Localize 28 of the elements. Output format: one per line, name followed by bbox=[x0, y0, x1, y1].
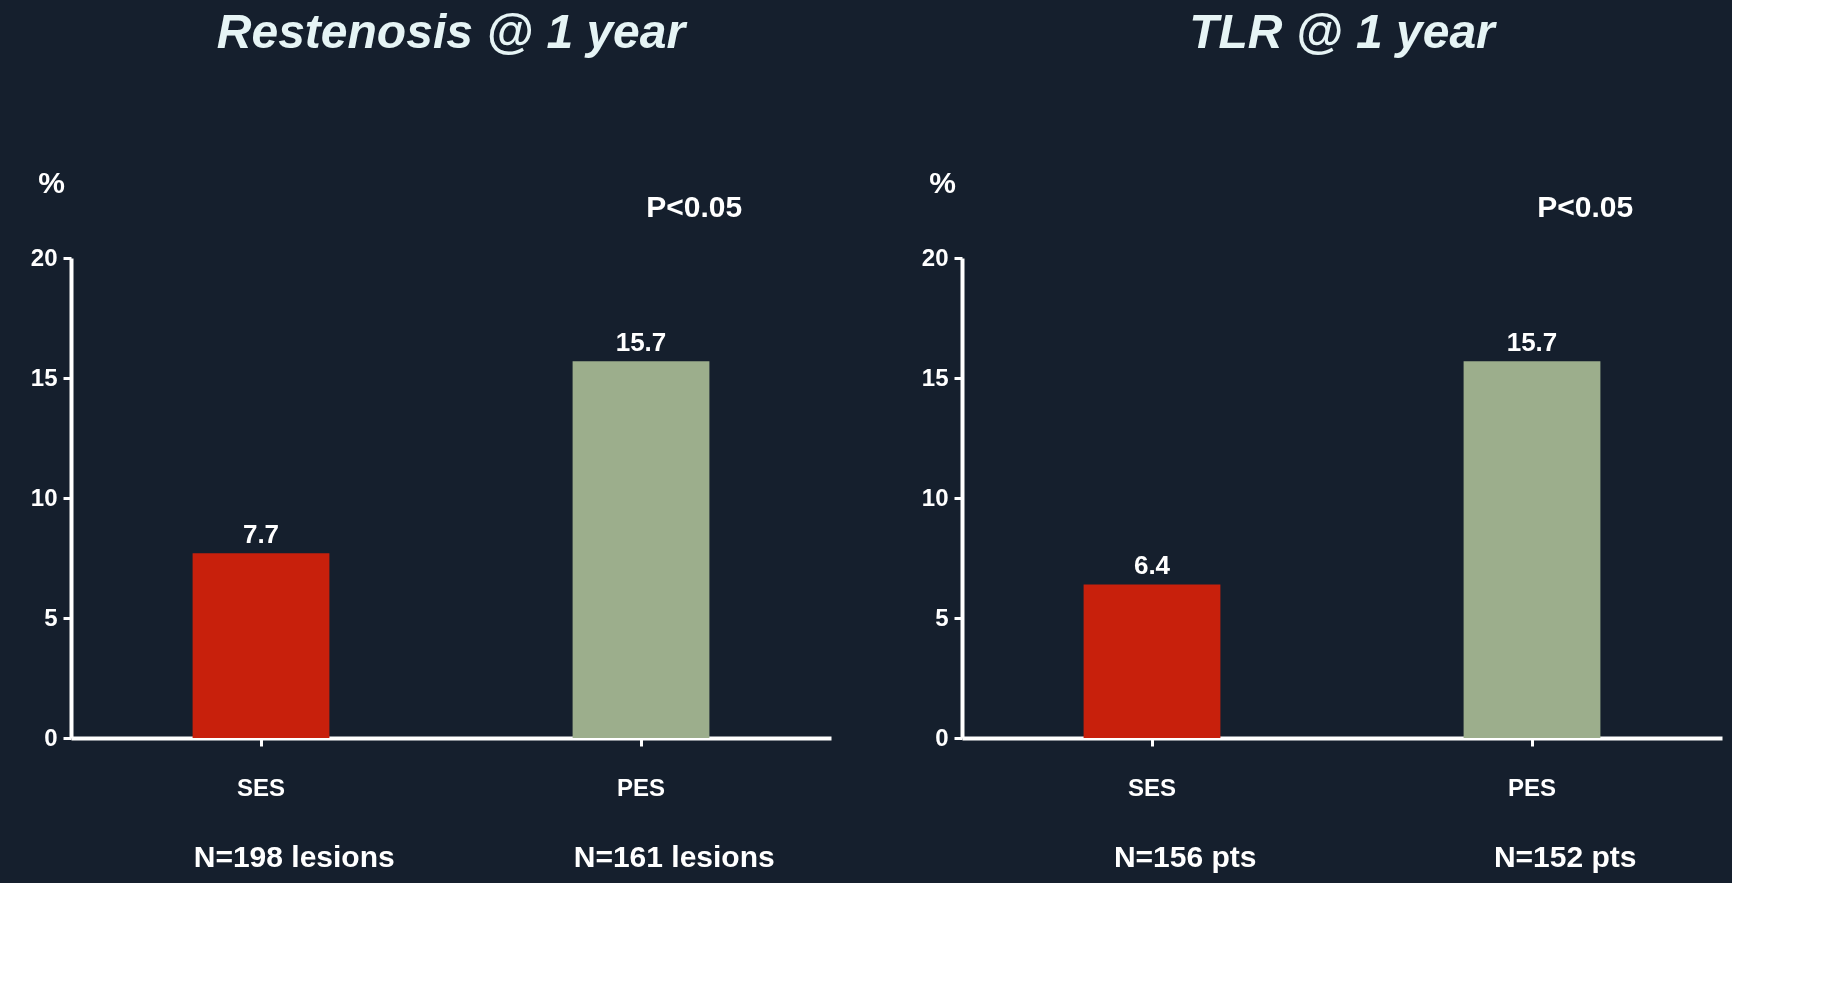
text: P<0.05 bbox=[1537, 190, 1634, 223]
y-tick-label: 5 bbox=[935, 603, 949, 631]
text: N=156 pts bbox=[1113, 840, 1257, 873]
x-tick-label: SES bbox=[236, 773, 286, 801]
chart-title: Restenosis @ 1 year bbox=[216, 5, 688, 58]
text: P<0.05 bbox=[646, 190, 743, 223]
data-label: 15.7 bbox=[615, 327, 667, 358]
text: N=161 lesions bbox=[573, 840, 775, 873]
x-tick-label: PES bbox=[1507, 773, 1557, 801]
y-tick-label: 0 bbox=[44, 723, 58, 751]
y-tick-label: 5 bbox=[44, 603, 58, 631]
data-label: 6.4 bbox=[1133, 550, 1171, 581]
chart-title: TLR @ 1 year bbox=[1189, 5, 1498, 58]
y-tick-label: 20 bbox=[30, 243, 58, 271]
y-tick-label: 15 bbox=[30, 363, 58, 391]
x-tick-label: PES bbox=[616, 773, 666, 801]
y-tick-label: 15 bbox=[921, 363, 949, 391]
y-tick-label: 10 bbox=[921, 483, 949, 511]
y-axis-title: % bbox=[929, 165, 956, 199]
data-label: 15.7 bbox=[1506, 327, 1558, 358]
data-label: 7.7 bbox=[242, 519, 280, 550]
y-tick-label: 10 bbox=[30, 483, 58, 511]
x-tick-label: SES bbox=[1127, 773, 1177, 801]
y-tick-label: 20 bbox=[921, 243, 949, 271]
text: N=152 pts bbox=[1493, 840, 1637, 873]
y-tick-label: 0 bbox=[935, 723, 949, 751]
text: N=198 lesions bbox=[193, 840, 395, 873]
y-axis-title: % bbox=[38, 165, 65, 199]
